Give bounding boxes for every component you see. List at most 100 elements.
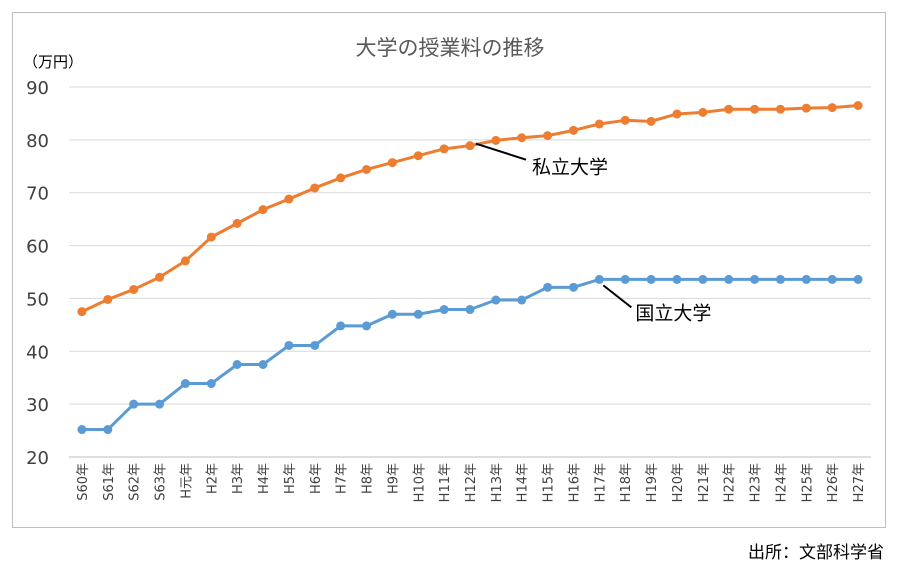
data-point	[543, 282, 553, 292]
data-point	[103, 425, 113, 435]
x-tick-label: H27年	[852, 463, 867, 502]
x-tick-label: H2年	[205, 463, 220, 494]
tuition-line-chart: 大学の授業料の推移 （万円） 90 80 70 60 50 40 30 20 S60年 S61年…	[23, 36, 871, 502]
data-point	[362, 164, 372, 174]
data-point	[672, 274, 682, 284]
data-point	[543, 131, 553, 141]
x-tick-label: H26年	[826, 463, 841, 502]
data-point	[155, 272, 165, 282]
data-point	[284, 194, 294, 204]
x-tick-label: H24年	[774, 463, 789, 502]
series-label: 国立大学	[635, 302, 711, 324]
data-point	[827, 274, 837, 284]
y-tick-label: 70	[26, 184, 49, 205]
x-tick-label: H元年	[179, 463, 194, 499]
data-point	[517, 133, 527, 143]
x-tick-label: H20年	[671, 463, 686, 502]
y-tick-label: 20	[26, 448, 49, 469]
data-point	[620, 115, 630, 125]
data-point	[232, 360, 242, 369]
x-tick-label: H15年	[542, 463, 557, 502]
x-tick-label: H12年	[464, 463, 479, 502]
x-tick-label: H4年	[257, 463, 272, 494]
data-point	[775, 104, 785, 114]
data-point	[232, 218, 242, 228]
data-point	[698, 274, 708, 284]
data-point	[646, 274, 656, 284]
data-point	[646, 116, 656, 126]
data-point	[103, 294, 113, 304]
data-point	[413, 151, 423, 161]
data-point	[413, 309, 423, 319]
y-tick-label: 30	[26, 395, 49, 416]
data-point	[568, 125, 578, 135]
data-point	[336, 321, 346, 331]
y-tick-label: 80	[26, 131, 49, 152]
data-point	[387, 158, 397, 168]
x-tick-label: S63年	[154, 463, 169, 501]
y-tick-label: 50	[26, 289, 49, 310]
series-line	[81, 277, 859, 432]
x-tick-label: S61年	[102, 463, 117, 501]
x-tick-label: H11年	[438, 463, 453, 502]
y-tick-label: 90	[26, 78, 49, 99]
data-point	[77, 307, 87, 317]
data-point	[129, 399, 139, 409]
data-point	[775, 274, 785, 284]
x-tick-label: H16年	[567, 463, 582, 502]
series-layer	[77, 101, 863, 435]
data-point	[853, 274, 863, 284]
series-0	[77, 101, 863, 317]
data-point	[491, 135, 501, 145]
data-point	[491, 295, 501, 305]
data-point	[362, 321, 372, 331]
x-tick-label: H13年	[490, 463, 505, 502]
data-point	[439, 144, 449, 154]
data-point	[336, 173, 346, 183]
x-tick-label: H22年	[723, 463, 738, 502]
data-point	[310, 340, 320, 350]
data-point	[465, 141, 475, 151]
x-tick-label: H14年	[516, 463, 531, 502]
source-note: 出所：文部科学省	[748, 543, 884, 563]
x-tick-label: H10年	[412, 463, 427, 502]
data-point	[180, 256, 190, 266]
y-axis-unit-label: （万円）	[23, 53, 83, 71]
data-point	[517, 295, 527, 305]
data-point	[594, 274, 604, 284]
series-label: 私立大学	[532, 157, 608, 179]
data-point	[465, 305, 475, 315]
x-tick-label: H21年	[697, 463, 712, 502]
data-point	[568, 282, 578, 292]
data-point	[206, 379, 216, 389]
x-tick-label: H5年	[283, 463, 298, 494]
data-point	[620, 274, 630, 284]
data-point	[672, 109, 682, 119]
x-tick-label: H8年	[361, 463, 376, 494]
chart-frame: 大学の授業料の推移 （万円） 90 80 70 60 50 40 30 20 S60年 S61年…	[12, 12, 886, 528]
x-tick-label: H3年	[231, 463, 246, 494]
x-tick-label: H9年	[386, 463, 401, 494]
data-point	[180, 379, 190, 389]
data-point	[827, 103, 837, 113]
data-point	[724, 104, 734, 114]
data-point	[258, 360, 268, 369]
x-tick-label: H23年	[749, 463, 764, 502]
x-axis-ticks: S60年 S61年 S62年 S63年 H元年 H2年 H3年 H4年 H5年 H6年 H7年 H8年…	[76, 463, 867, 502]
data-point	[594, 119, 604, 129]
data-point	[853, 101, 863, 110]
callout-line	[602, 284, 632, 309]
data-point	[801, 274, 811, 284]
data-point	[284, 340, 294, 350]
y-tick-label: 60	[26, 237, 49, 258]
data-point	[129, 284, 139, 294]
data-point	[801, 103, 811, 113]
x-tick-label: S60年	[76, 463, 91, 501]
data-point	[698, 107, 708, 117]
x-tick-label: H6年	[309, 463, 324, 494]
data-point	[258, 205, 268, 215]
x-tick-label: H17年	[593, 463, 608, 502]
data-point	[155, 399, 165, 409]
x-tick-label: H7年	[335, 463, 350, 494]
